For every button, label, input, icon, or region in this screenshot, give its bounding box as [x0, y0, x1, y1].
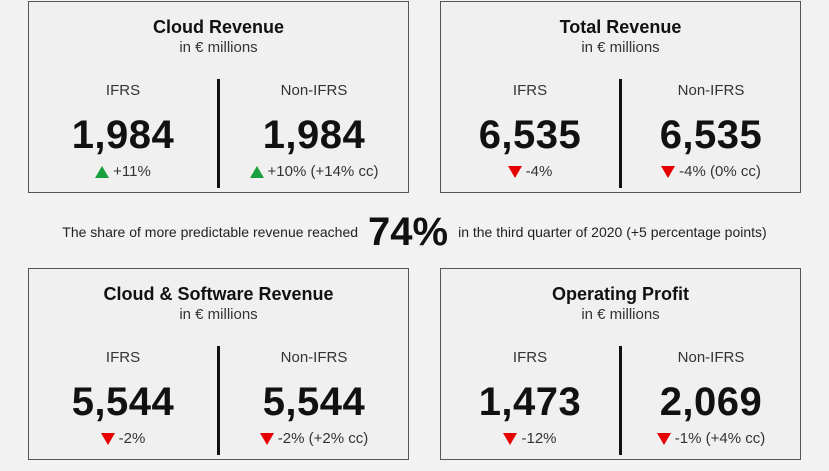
highlight-value: 74%	[368, 209, 449, 254]
card-title: Operating Profit	[551, 284, 689, 304]
kpi-value: 1,984	[262, 113, 366, 157]
kpi-card: Cloud Revenue in € millions IFRS 1,984 +11% N…	[28, 1, 409, 193]
column: Non-IFRS 2,069 -1% (+4% cc)	[622, 346, 800, 455]
card-subtitle: in € millions	[581, 306, 660, 323]
change: -12%	[441, 430, 619, 447]
column-label: IFRS	[512, 82, 548, 99]
change-text: -2%	[118, 430, 146, 447]
column-label: Non-IFRS	[280, 82, 348, 99]
columns: IFRS 1,473 -12% Non-IFRS 2,069 -1% (+4% cc)	[441, 346, 800, 455]
divider	[619, 79, 622, 188]
kpi-value: 5,544	[71, 380, 175, 424]
kpi-card: Total Revenue in € millions IFRS 6,535 -4% No…	[440, 1, 801, 193]
divider	[217, 79, 220, 188]
column: Non-IFRS 5,544 -2% (+2% cc)	[220, 346, 408, 455]
change: -4% (0% cc)	[622, 163, 800, 180]
kpi-card: Cloud & Software Revenue in € millions IFR…	[28, 268, 409, 460]
change-text: -4%	[525, 163, 553, 180]
divider	[619, 346, 622, 455]
column: IFRS 5,544 -2%	[29, 346, 217, 455]
trend-arrow	[95, 165, 110, 178]
card-title: Total Revenue	[559, 17, 682, 37]
change-text: -2% (+2% cc)	[277, 430, 369, 447]
card-title: Cloud Revenue	[152, 17, 285, 37]
card-subtitle: in € millions	[179, 39, 258, 56]
kpi-value: 1,984	[71, 113, 175, 157]
change-text: -4% (0% cc)	[679, 163, 761, 180]
column-label: IFRS	[512, 349, 548, 366]
change: +11%	[29, 163, 217, 180]
trend-arrow	[249, 165, 264, 178]
kpi-value: 6,535	[659, 113, 763, 157]
change: -1% (+4% cc)	[622, 430, 800, 447]
column-label: Non-IFRS	[280, 349, 348, 366]
column: Non-IFRS 6,535 -4% (0% cc)	[622, 79, 800, 188]
change-text: -12%	[521, 430, 557, 447]
column: IFRS 6,535 -4%	[441, 79, 619, 188]
change-text: +10% (+14% cc)	[267, 163, 379, 180]
card-subtitle: in € millions	[581, 39, 660, 56]
column: IFRS 1,473 -12%	[441, 346, 619, 455]
trend-arrow	[656, 432, 671, 445]
change-text: -1% (+4% cc)	[674, 430, 766, 447]
change: +10% (+14% cc)	[220, 163, 408, 180]
kpi-value: 1,473	[478, 380, 582, 424]
trend-arrow	[661, 165, 676, 178]
change: -4%	[441, 163, 619, 180]
change: -2%	[29, 430, 217, 447]
trend-arrow	[503, 432, 518, 445]
highlight: The share of more predictable revenue re…	[0, 210, 829, 254]
column-label: Non-IFRS	[677, 349, 745, 366]
columns: IFRS 5,544 -2% Non-IFRS 5,544 -2% (+2% cc)	[29, 346, 408, 455]
kpi-value: 5,544	[262, 380, 366, 424]
change: -2% (+2% cc)	[220, 430, 408, 447]
trend-arrow	[507, 165, 522, 178]
trend-arrow	[259, 432, 274, 445]
columns: IFRS 6,535 -4% Non-IFRS 6,535 -4% (0% cc)	[441, 79, 800, 188]
column: IFRS 1,984 +11%	[29, 79, 217, 188]
column-label: Non-IFRS	[677, 82, 745, 99]
card-title: Cloud & Software Revenue	[103, 284, 334, 304]
card-subtitle: in € millions	[179, 306, 258, 323]
column-label: IFRS	[105, 82, 141, 99]
divider	[217, 346, 220, 455]
kpi-value: 6,535	[478, 113, 582, 157]
column: Non-IFRS 1,984 +10% (+14% cc)	[220, 79, 408, 188]
kpi-value: 2,069	[659, 380, 763, 424]
highlight-text: The share of more predictable revenue re…	[62, 224, 359, 240]
change-text: +11%	[113, 163, 151, 180]
column-label: IFRS	[105, 349, 141, 366]
kpi-card: Operating Profit in € millions IFRS 1,473 -1…	[440, 268, 801, 460]
highlight-text: in the third quarter of 2020 (+5 percent…	[458, 224, 767, 240]
columns: IFRS 1,984 +11% Non-IFRS 1,984 +10% (+14% cc)	[29, 79, 408, 188]
trend-arrow	[100, 432, 115, 445]
